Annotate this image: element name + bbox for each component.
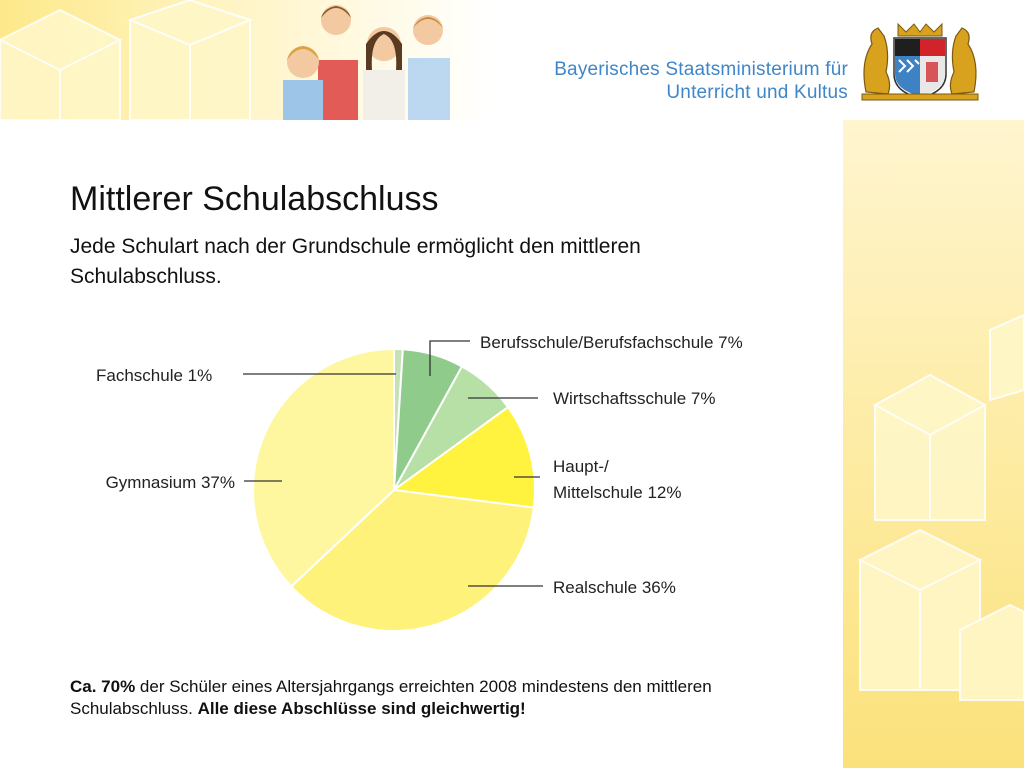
pie-slice <box>391 405 536 509</box>
coat-of-arms-logo <box>861 22 979 101</box>
pie-slice <box>289 488 536 632</box>
footnote-text: der Schüler eines Altersjahrgangs erreic… <box>70 677 712 718</box>
footnote: Ca. 70% der Schüler eines Altersjahrgang… <box>70 676 790 720</box>
footnote-highlight: Ca. 70% <box>70 677 136 696</box>
ministry-name: Bayerisches Staatsministerium für Unterr… <box>554 58 848 104</box>
slide-title: Mittlerer Schulabschluss <box>70 180 439 218</box>
slice-label: Berufsschule/Berufsfachschule 7% <box>480 333 743 352</box>
slice-label: Gymnasium 37% <box>106 473 235 492</box>
footnote-emphasis: Alle diese Abschlüsse sind gleichwertig! <box>197 699 526 718</box>
pie-slices <box>252 347 536 632</box>
slice-label: Fachschule 1% <box>96 366 212 385</box>
children-photo <box>283 5 450 120</box>
slide-subtitle: Jede Schulart nach der Grundschule ermög… <box>70 235 641 288</box>
pie-labels: Fachschule 1% Berufsschule/Berufsfachschu… <box>96 333 743 597</box>
ministry-name-line2: Unterricht und Kultus <box>666 82 848 103</box>
slice-label: Wirtschaftsschule 7% <box>553 389 716 408</box>
slice-label-line: Mittelschule 12% <box>553 483 682 502</box>
pie-slice <box>252 347 395 588</box>
ministry-name-line1: Bayerisches Staatsministerium für <box>554 59 848 80</box>
pie-leader-lines <box>243 340 543 587</box>
leader-line <box>429 340 470 376</box>
slice-label: Haupt-/ Mittelschule 12% <box>553 457 682 502</box>
slice-label: Realschule 36% <box>553 578 676 597</box>
slice-label-line: Haupt-/ <box>553 457 609 476</box>
